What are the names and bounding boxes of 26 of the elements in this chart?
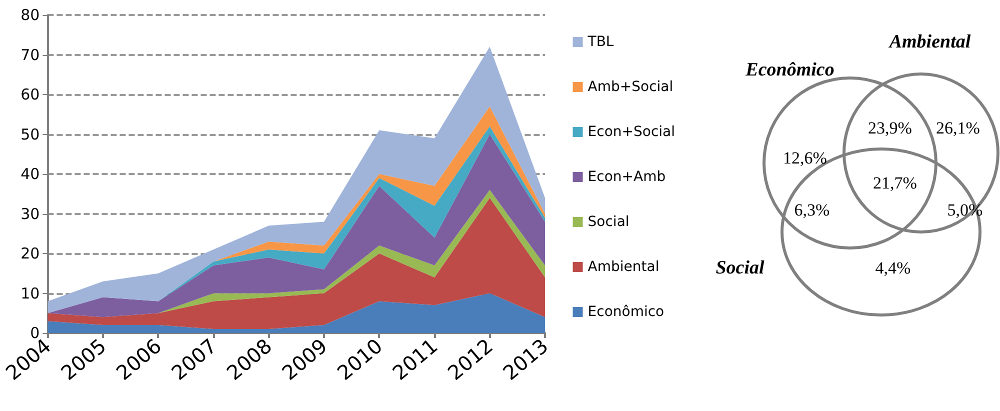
text: 21,7% xyxy=(873,174,917,192)
legend-label: Social xyxy=(588,214,630,230)
y-tick-label: 10 xyxy=(20,284,40,302)
text: Econômico xyxy=(744,60,834,80)
legend-label: Econ+Social xyxy=(588,124,676,140)
legend-label: TBL xyxy=(586,34,614,50)
text: 26,1% xyxy=(936,118,980,138)
text: 4,4% xyxy=(875,258,911,278)
text: 12,6% xyxy=(783,148,827,168)
legend-label: Ambiental xyxy=(588,259,660,275)
y-tick-label: 60 xyxy=(20,86,40,104)
y-tick-label: 40 xyxy=(20,165,40,183)
y-tick-label: 30 xyxy=(20,204,40,223)
legend-label: Econ+Amb xyxy=(588,169,666,185)
text: Ambiental xyxy=(888,32,972,52)
text: 23,9% xyxy=(868,118,912,138)
text: 5,0% xyxy=(947,200,983,220)
y-tick-label: 0 xyxy=(30,324,40,342)
y-tick-label: 80 xyxy=(20,6,40,24)
legend-label: Econômico xyxy=(588,304,664,320)
y-tick-label: 50 xyxy=(20,125,40,144)
text: Social xyxy=(716,258,765,278)
y-tick-label: 70 xyxy=(20,46,40,64)
y-tick-label: 20 xyxy=(20,244,40,262)
legend-label: Amb+Social xyxy=(588,79,674,95)
text: 6,3% xyxy=(794,200,830,220)
